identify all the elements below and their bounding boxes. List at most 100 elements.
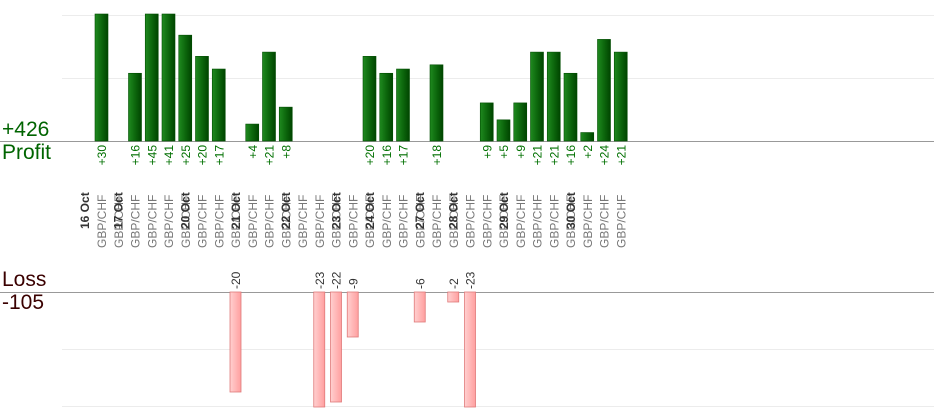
pair-label: GBP/CHF <box>447 195 461 248</box>
date-label: 28 Oct <box>447 192 461 229</box>
pair-label: GBP/CHF <box>380 195 394 248</box>
profit-bar <box>195 56 209 142</box>
loss-bar <box>413 291 426 323</box>
pair-label: GBP/CHF <box>430 195 444 248</box>
profit-value-label: +20 <box>196 145 210 166</box>
labels-layer: +30 GBP/CHF 16 Oct GBP/CHF +16 GBP/CHF 17 Oct +… <box>78 145 628 289</box>
pair-label: GBP/CHF <box>95 195 109 248</box>
profit-value-label: +16 <box>129 145 143 166</box>
pair-label: GBP/CHF <box>229 195 243 248</box>
profit-value-label: +21 <box>614 145 628 166</box>
profit-bar <box>513 102 528 142</box>
profit-value-label: +21 <box>263 145 277 166</box>
pair-label: GBP/CHF <box>614 195 628 248</box>
pair-label: GBP/CHF <box>581 195 595 248</box>
profit-bar <box>597 39 611 142</box>
date-label: 27 Oct <box>413 192 427 229</box>
profit-value-label: +17 <box>397 145 411 166</box>
date-label: 17 Oct <box>112 192 126 229</box>
date-label: 29 Oct <box>497 192 511 229</box>
profit-value-label: +17 <box>212 145 226 166</box>
loss-value-label: -20 <box>229 271 243 289</box>
loss-label: Loss <box>2 268 47 291</box>
pair-label: GBP/CHF <box>497 195 511 248</box>
profit-value-label: +9 <box>514 145 528 159</box>
profit-value-label: +8 <box>279 145 293 159</box>
loss-bar <box>464 291 476 408</box>
date-label: 20 Oct <box>179 192 193 229</box>
profit-bar <box>613 51 628 142</box>
pair-label: GBP/CHF <box>179 195 193 248</box>
pair-label: GBP/CHF <box>363 195 377 248</box>
loss-value-label: -22 <box>330 271 344 289</box>
loss-value-label: -6 <box>413 278 427 289</box>
profit-total-group: +426 Profit <box>2 118 51 164</box>
profit-value-label: +2 <box>581 145 595 159</box>
profit-value-label: +45 <box>145 145 159 166</box>
profit-bar <box>479 102 494 142</box>
bars-layer <box>94 13 628 408</box>
pair-label: GBP/CHF <box>212 195 226 248</box>
pair-label: GBP/CHF <box>246 195 260 248</box>
loss-total: -105 <box>2 291 45 314</box>
loss-bar <box>313 291 326 408</box>
profit-value-label: +24 <box>598 145 612 166</box>
loss-bar <box>447 291 460 303</box>
pair-label: GBP/CHF <box>413 195 427 248</box>
profit-bar <box>278 106 293 142</box>
profit-bar <box>178 34 193 142</box>
loss-value-label: -9 <box>346 278 360 289</box>
profit-value-label: +5 <box>497 145 511 159</box>
date-label: 24 Oct <box>363 192 377 229</box>
pair-label: GBP/CHF <box>397 195 411 248</box>
profit-bar <box>563 72 578 142</box>
loss-bar <box>229 291 242 393</box>
profit-value-label: +20 <box>363 145 377 166</box>
loss-total-group: Loss -105 <box>2 268 46 314</box>
pair-label: GBP/CHF <box>145 195 159 248</box>
profit-bar <box>362 56 377 142</box>
pair-label: GBP/CHF <box>296 195 310 248</box>
profit-bar <box>396 68 410 142</box>
profit-bar <box>379 72 394 142</box>
profit-total: +426 <box>2 118 50 141</box>
pair-label: GBP/CHF <box>598 195 612 248</box>
pair-label: GBP/CHF <box>330 195 344 248</box>
profit-bar <box>262 51 276 142</box>
pair-label: GBP/CHF <box>263 195 277 248</box>
pair-label: GBP/CHF <box>162 195 176 248</box>
profit-bar <box>546 51 561 142</box>
date-label: 21 Oct <box>229 192 243 229</box>
profit-bar <box>128 72 142 142</box>
profit-value-label: +16 <box>564 145 578 166</box>
profit-bar <box>580 132 595 142</box>
profit-value-label: +30 <box>95 145 109 166</box>
profit-bar <box>211 68 226 142</box>
profit-value-label: +21 <box>531 145 545 166</box>
profit-bar <box>161 13 176 142</box>
pair-label: GBP/CHF <box>480 195 494 248</box>
pair-label: GBP/CHF <box>196 195 210 248</box>
loss-value-label: -23 <box>313 271 327 289</box>
pair-label: GBP/CHF <box>279 195 293 248</box>
pair-label: GBP/CHF <box>514 195 528 248</box>
profit-value-label: +41 <box>162 145 176 166</box>
pair-label: GBP/CHF <box>313 195 327 248</box>
profit-bar <box>245 123 260 142</box>
date-label: 30 Oct <box>564 192 578 229</box>
profit-bar <box>429 64 444 142</box>
loss-bar <box>330 291 342 403</box>
profit-value-label: +18 <box>430 145 444 166</box>
pair-label: GBP/CHF <box>547 195 561 248</box>
loss-value-label: -23 <box>464 271 478 289</box>
profit-bar <box>530 51 544 142</box>
pair-label: GBP/CHF <box>464 195 478 248</box>
pair-label: GBP/CHF <box>531 195 545 248</box>
pair-label: GBP/CHF <box>564 195 578 248</box>
pair-label: GBP/CHF <box>346 195 360 248</box>
date-label: 22 Oct <box>279 192 293 229</box>
loss-bar <box>346 291 359 338</box>
date-label: 23 Oct <box>329 192 343 229</box>
loss-value-label: -2 <box>447 278 461 289</box>
